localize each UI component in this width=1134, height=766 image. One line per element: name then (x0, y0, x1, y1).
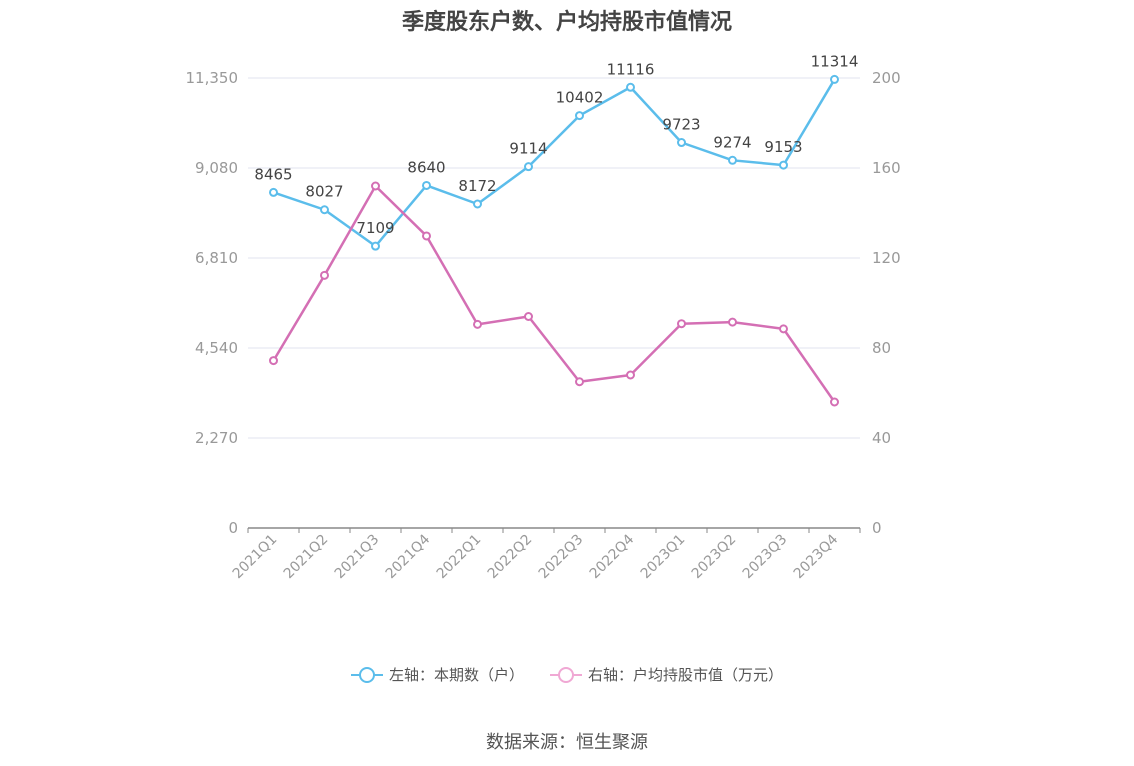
x-axis-tick-label: 2021Q4 (383, 531, 434, 582)
left-axis-tick-label: 2,270 (195, 429, 238, 447)
data-point (830, 397, 839, 407)
data-point (371, 241, 380, 251)
data-label: 11116 (607, 60, 655, 78)
data-label: 8027 (305, 183, 343, 201)
data-point (728, 317, 737, 327)
data-point (422, 231, 431, 241)
data-label: 9723 (662, 116, 700, 134)
data-point (371, 181, 380, 191)
series (269, 74, 839, 407)
data-label: 9274 (713, 133, 751, 151)
right-axis-tick-label: 40 (872, 429, 891, 447)
data-label: 8640 (407, 158, 445, 176)
right-axis-tick-label: 200 (872, 69, 901, 87)
data-point (524, 162, 533, 172)
data-point (575, 377, 584, 387)
data-point (626, 82, 635, 92)
data-point (524, 312, 533, 321)
data-point (728, 155, 737, 165)
data-point (320, 270, 329, 280)
x-axis-tick-label: 2022Q3 (536, 532, 587, 583)
right-axis-tick-label: 80 (872, 339, 891, 357)
data-label: 8465 (254, 165, 292, 183)
x-axis-tick-label: 2022Q4 (587, 531, 638, 582)
left-axis-tick-label: 4,540 (195, 339, 238, 357)
data-point (473, 199, 482, 209)
x-axis-tick-label: 2023Q4 (791, 531, 842, 582)
data-point (575, 111, 584, 121)
x-axis-tick-label: 2023Q1 (638, 532, 689, 583)
data-label: 9153 (764, 138, 802, 156)
data-point (473, 319, 482, 329)
data-point (677, 138, 686, 148)
x-axis-tick-label: 2021Q3 (332, 532, 383, 583)
x-axis-tick-label: 2022Q2 (485, 532, 536, 583)
left-axis-tick-label: 0 (228, 519, 238, 537)
data-point (269, 356, 278, 366)
data-label: 9114 (509, 140, 547, 158)
legend-swatch-households (350, 666, 383, 684)
data-point (626, 370, 635, 380)
left-axis-tick-label: 6,810 (195, 249, 238, 267)
data-point (677, 319, 686, 329)
data-point (779, 324, 788, 334)
x-axis-tick-label: 2022Q1 (434, 532, 485, 583)
right-axis-tick-label: 120 (872, 249, 901, 267)
data-label: 7109 (356, 219, 394, 237)
data-source: 数据来源：恒生聚源 (486, 732, 648, 753)
legend-item-households[interactable]: 左轴：本期数（户） (350, 664, 524, 685)
data-label: 10402 (556, 89, 604, 107)
data-label: 11314 (811, 52, 859, 70)
right-axis-tick-label: 160 (872, 159, 901, 177)
x-axis-tick-label: 2021Q1 (230, 532, 281, 583)
x-axis-tick-label: 2021Q2 (281, 532, 332, 583)
legend[interactable]: 左轴：本期数（户） 右轴：户均持股市值（万元） (0, 664, 1134, 685)
legend-item-avg-market-value[interactable]: 右轴：户均持股市值（万元） (550, 664, 783, 685)
data-point (422, 180, 431, 190)
data-point (269, 187, 278, 197)
legend-swatch-avg-market-value (550, 666, 582, 684)
chart-title: 季度股东户数、户均持股市值情况 (401, 10, 732, 35)
x-axis-tick-label: 2023Q3 (740, 532, 791, 583)
series-line-1 (272, 184, 836, 403)
data-point (779, 160, 788, 170)
data-point (830, 74, 839, 84)
right-axis-tick-label: 0 (872, 519, 882, 537)
legend-label-households: 左轴：本期数（户） (388, 666, 524, 684)
x-axis-tick-label: 2023Q2 (689, 532, 740, 583)
legend-label-avg-market-value: 右轴：户均持股市值（万元） (588, 666, 784, 684)
data-label: 8172 (458, 177, 496, 195)
gridlines (248, 77, 860, 439)
left-axis-tick-label: 9,080 (195, 159, 238, 177)
left-axis-tick-label: 11,350 (186, 69, 239, 87)
series-line-0 (273, 78, 836, 248)
data-point (320, 205, 329, 215)
